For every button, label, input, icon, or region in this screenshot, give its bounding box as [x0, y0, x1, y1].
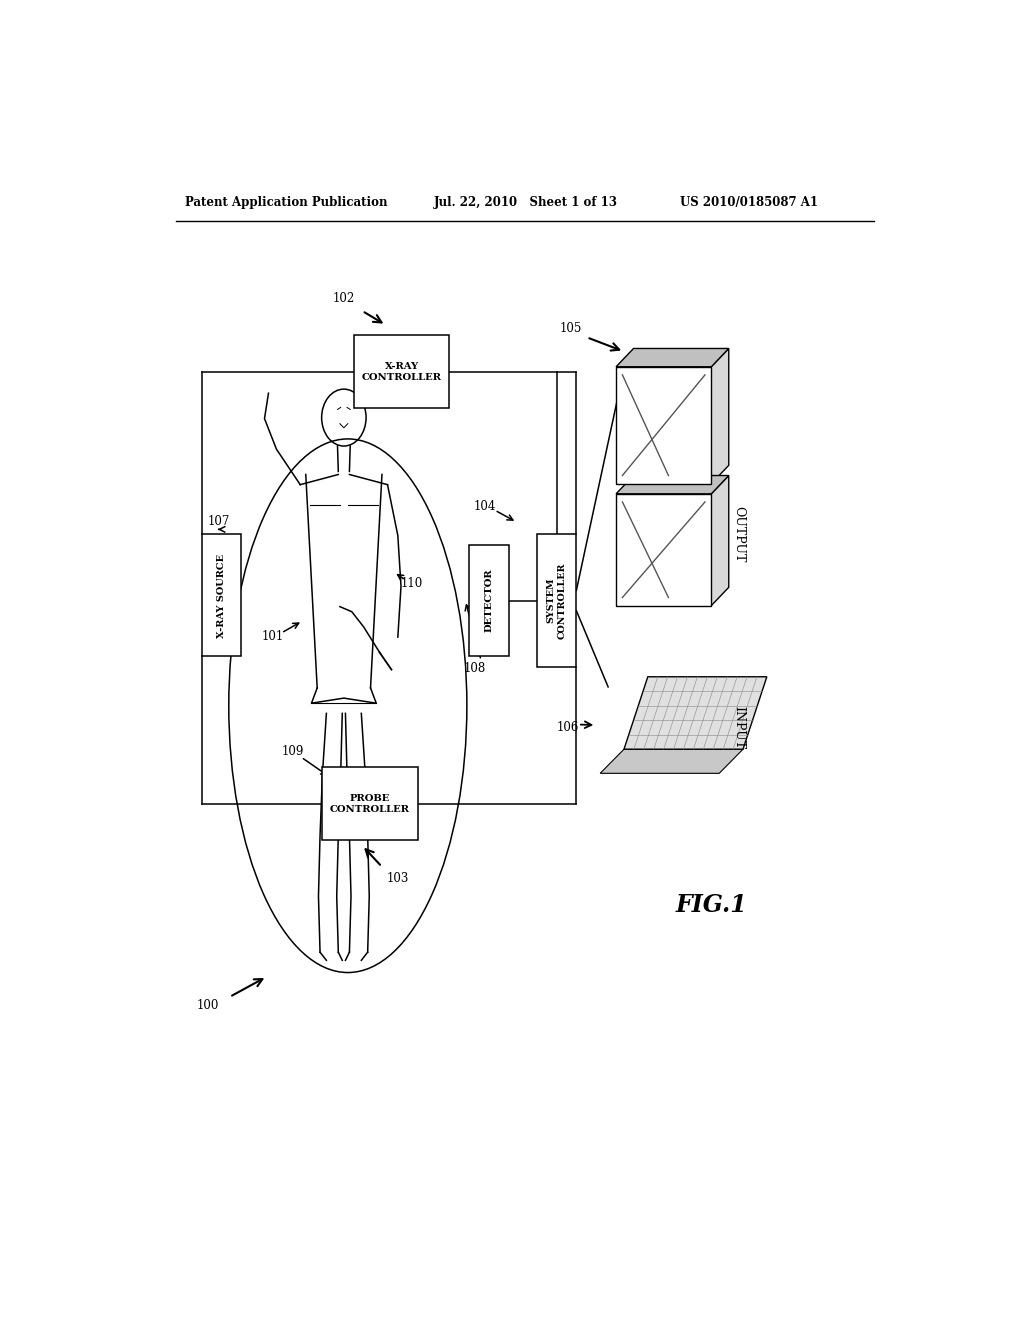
- Text: 110: 110: [401, 577, 423, 590]
- Text: 103: 103: [387, 871, 409, 884]
- Text: 101: 101: [262, 630, 285, 643]
- Text: X-RAY SOURCE: X-RAY SOURCE: [217, 553, 226, 638]
- Text: DETECTOR: DETECTOR: [484, 569, 494, 632]
- Bar: [354, 335, 450, 408]
- Text: US 2010/0185087 A1: US 2010/0185087 A1: [680, 195, 817, 209]
- Text: PROBE
CONTROLLER: PROBE CONTROLLER: [330, 795, 410, 813]
- Text: 108: 108: [464, 663, 486, 675]
- Bar: [616, 494, 712, 606]
- Bar: [537, 535, 577, 667]
- Text: 107: 107: [208, 515, 230, 528]
- Text: 109: 109: [282, 746, 304, 759]
- Text: OUTPUT: OUTPUT: [732, 507, 745, 562]
- Polygon shape: [712, 475, 729, 606]
- Bar: [323, 767, 418, 841]
- Text: X-RAY
CONTROLLER: X-RAY CONTROLLER: [361, 362, 441, 381]
- Text: INPUT: INPUT: [732, 706, 745, 750]
- Text: 100: 100: [197, 998, 218, 1011]
- Text: 102: 102: [333, 292, 355, 305]
- Polygon shape: [616, 475, 729, 494]
- Bar: [616, 367, 712, 483]
- Text: SYSTEM
CONTROLLER: SYSTEM CONTROLLER: [547, 562, 566, 639]
- Polygon shape: [624, 677, 767, 750]
- Text: 106: 106: [556, 721, 579, 734]
- Polygon shape: [616, 348, 729, 367]
- Text: 104: 104: [474, 499, 497, 512]
- Polygon shape: [600, 750, 743, 774]
- Polygon shape: [712, 348, 729, 483]
- Text: FIG.1: FIG.1: [676, 894, 748, 917]
- Bar: [202, 535, 242, 656]
- Text: Patent Application Publication: Patent Application Publication: [185, 195, 388, 209]
- Bar: [469, 545, 509, 656]
- Text: Jul. 22, 2010   Sheet 1 of 13: Jul. 22, 2010 Sheet 1 of 13: [433, 195, 617, 209]
- Text: 105: 105: [560, 322, 582, 335]
